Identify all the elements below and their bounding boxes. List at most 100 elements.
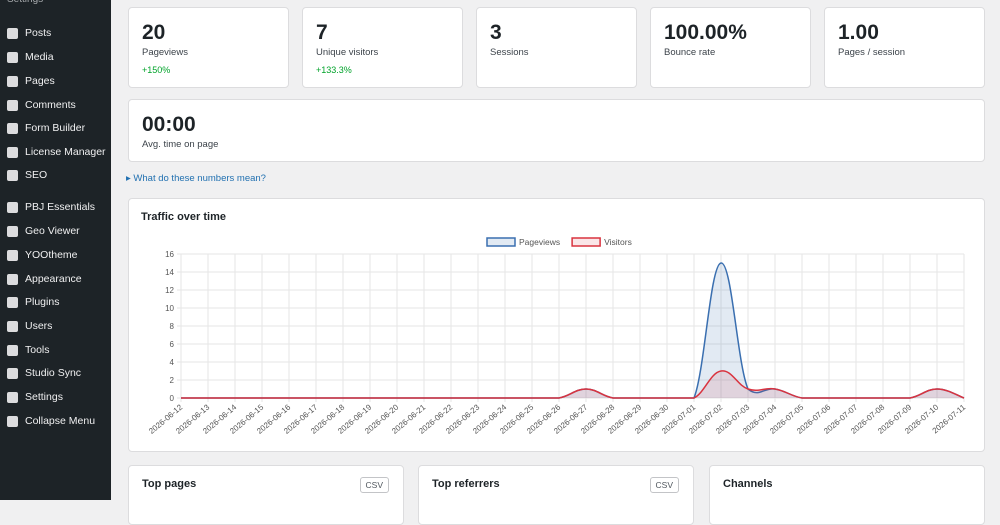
- stat-card: 7 Unique visitors +133.3%: [302, 7, 463, 88]
- menu-item[interactable]: Settings: [0, 386, 111, 408]
- menu-label: Tools: [25, 344, 50, 356]
- menu-label: Media: [25, 51, 54, 63]
- menu-label: Users: [25, 320, 53, 332]
- series-area: [181, 262, 964, 398]
- panel-card: Channels: [709, 465, 985, 525]
- y-tick-label: 2: [170, 376, 175, 385]
- menu-label: Pages: [25, 75, 55, 87]
- panel-title: Top pages: [142, 478, 197, 490]
- stat-label: Avg. time on page: [142, 139, 219, 150]
- stat-value: 20: [142, 21, 166, 44]
- stat-card: 3 Sessions: [476, 7, 637, 88]
- menu-item[interactable]: Form Builder: [0, 117, 111, 139]
- csv-button[interactable]: CSV: [649, 477, 679, 493]
- menu-label: PBJ Essentials: [25, 201, 96, 213]
- menu-icon: [7, 415, 18, 427]
- menu-label: Studio Sync: [25, 367, 82, 379]
- y-tick-label: 16: [165, 250, 174, 259]
- menu-item[interactable]: Tools: [0, 339, 111, 361]
- y-tick-label: 8: [170, 322, 175, 331]
- menu-label: Appearance: [25, 273, 82, 285]
- menu-label: YOOtheme: [25, 249, 78, 261]
- menu-icon: [7, 146, 18, 158]
- y-tick-label: 6: [170, 340, 175, 349]
- menu-icon: [7, 249, 18, 261]
- y-tick-label: 0: [170, 394, 175, 403]
- menu-icon: [7, 320, 18, 332]
- legend-swatch: [486, 237, 516, 247]
- stat-card: 00:00 Avg. time on page: [128, 99, 985, 162]
- stat-label: Sessions: [490, 47, 529, 58]
- admin-sidebar: Settings Posts Media Pages Comments Form Buil…: [0, 0, 111, 500]
- stat-value: 1.00: [838, 21, 879, 44]
- stat-label: Unique visitors: [316, 47, 379, 58]
- menu-item[interactable]: Appearance: [0, 268, 111, 290]
- menu-label: SEO: [25, 169, 48, 181]
- stat-label: Pages / session: [838, 47, 906, 58]
- stat-card: 1.00 Pages / session: [824, 7, 985, 88]
- menu-item[interactable]: Comments: [0, 94, 111, 116]
- legend-label: Pageviews: [519, 237, 560, 247]
- menu-icon: [7, 99, 18, 111]
- y-tick-label: 10: [165, 304, 174, 313]
- stat-change: +150%: [142, 65, 171, 75]
- stat-value: 7: [316, 21, 328, 44]
- stat-card: 20 Pageviews +150%: [128, 7, 289, 88]
- help-link[interactable]: ▸ What do these numbers mean?: [126, 173, 266, 184]
- menu-item[interactable]: SEO: [0, 164, 111, 186]
- panel-card: Top referrers CSV: [418, 465, 694, 525]
- series-line: [181, 262, 965, 399]
- menu-item[interactable]: License Manager: [0, 141, 111, 163]
- panel-card: Top pages CSV: [128, 465, 404, 525]
- menu-item[interactable]: Collapse Menu: [0, 410, 111, 432]
- menu-icon: [7, 169, 18, 181]
- menu-item[interactable]: Posts: [0, 22, 111, 44]
- menu-icon: [7, 122, 18, 134]
- menu-icon: [7, 391, 18, 403]
- menu-label: Settings: [25, 391, 63, 403]
- menu-icon: [7, 296, 18, 308]
- menu-item[interactable]: Media: [0, 46, 111, 68]
- series-line: [181, 370, 965, 399]
- menu-label: Form Builder: [25, 122, 86, 134]
- y-tick-label: 4: [170, 358, 175, 367]
- stat-card: 100.00% Bounce rate: [650, 7, 811, 88]
- menu-label: License Manager: [25, 146, 106, 158]
- menu-label: Posts: [25, 27, 52, 39]
- menu-icon: [7, 27, 18, 39]
- stat-value: 00:00: [142, 113, 196, 136]
- y-tick-label: 12: [165, 286, 174, 295]
- menu-icon: [7, 367, 18, 379]
- menu-label: Comments: [25, 99, 76, 111]
- csv-button[interactable]: CSV: [359, 477, 389, 493]
- panel-title: Channels: [723, 478, 773, 490]
- chart-card: Traffic over time 0 2 4 6 8 10 12 14 16 2026-06-12…: [128, 198, 985, 452]
- menu-icon: [7, 344, 18, 356]
- menu-label: Geo Viewer: [25, 225, 80, 237]
- chart-title: Traffic over time: [141, 211, 226, 223]
- menu-label: Plugins: [25, 296, 60, 308]
- menu-item[interactable]: Pages: [0, 70, 111, 92]
- menu-item[interactable]: Users: [0, 315, 111, 337]
- y-tick-label: 14: [165, 268, 174, 277]
- series-area: [181, 370, 964, 398]
- menu-icon: [7, 201, 18, 213]
- panel-title: Top referrers: [432, 478, 500, 490]
- stat-label: Bounce rate: [664, 47, 716, 58]
- chart: Traffic over time02468101214162026-06-12…: [141, 211, 968, 436]
- menu-item[interactable]: Geo Viewer: [0, 220, 111, 242]
- menu-label: Collapse Menu: [25, 415, 96, 427]
- menu-heading: Settings: [7, 0, 43, 5]
- legend-label: Visitors: [604, 237, 632, 247]
- stat-label: Pageviews: [142, 47, 188, 58]
- legend-swatch: [571, 237, 601, 247]
- menu-icon: [7, 273, 18, 285]
- menu-icon: [7, 51, 18, 63]
- stat-change: +133.3%: [316, 65, 352, 75]
- menu-item[interactable]: PBJ Essentials: [0, 196, 111, 218]
- menu-icon: [7, 225, 18, 237]
- menu-icon: [7, 75, 18, 87]
- menu-item[interactable]: Studio Sync: [0, 362, 111, 384]
- menu-item[interactable]: Plugins: [0, 291, 111, 313]
- menu-item[interactable]: YOOtheme: [0, 244, 111, 266]
